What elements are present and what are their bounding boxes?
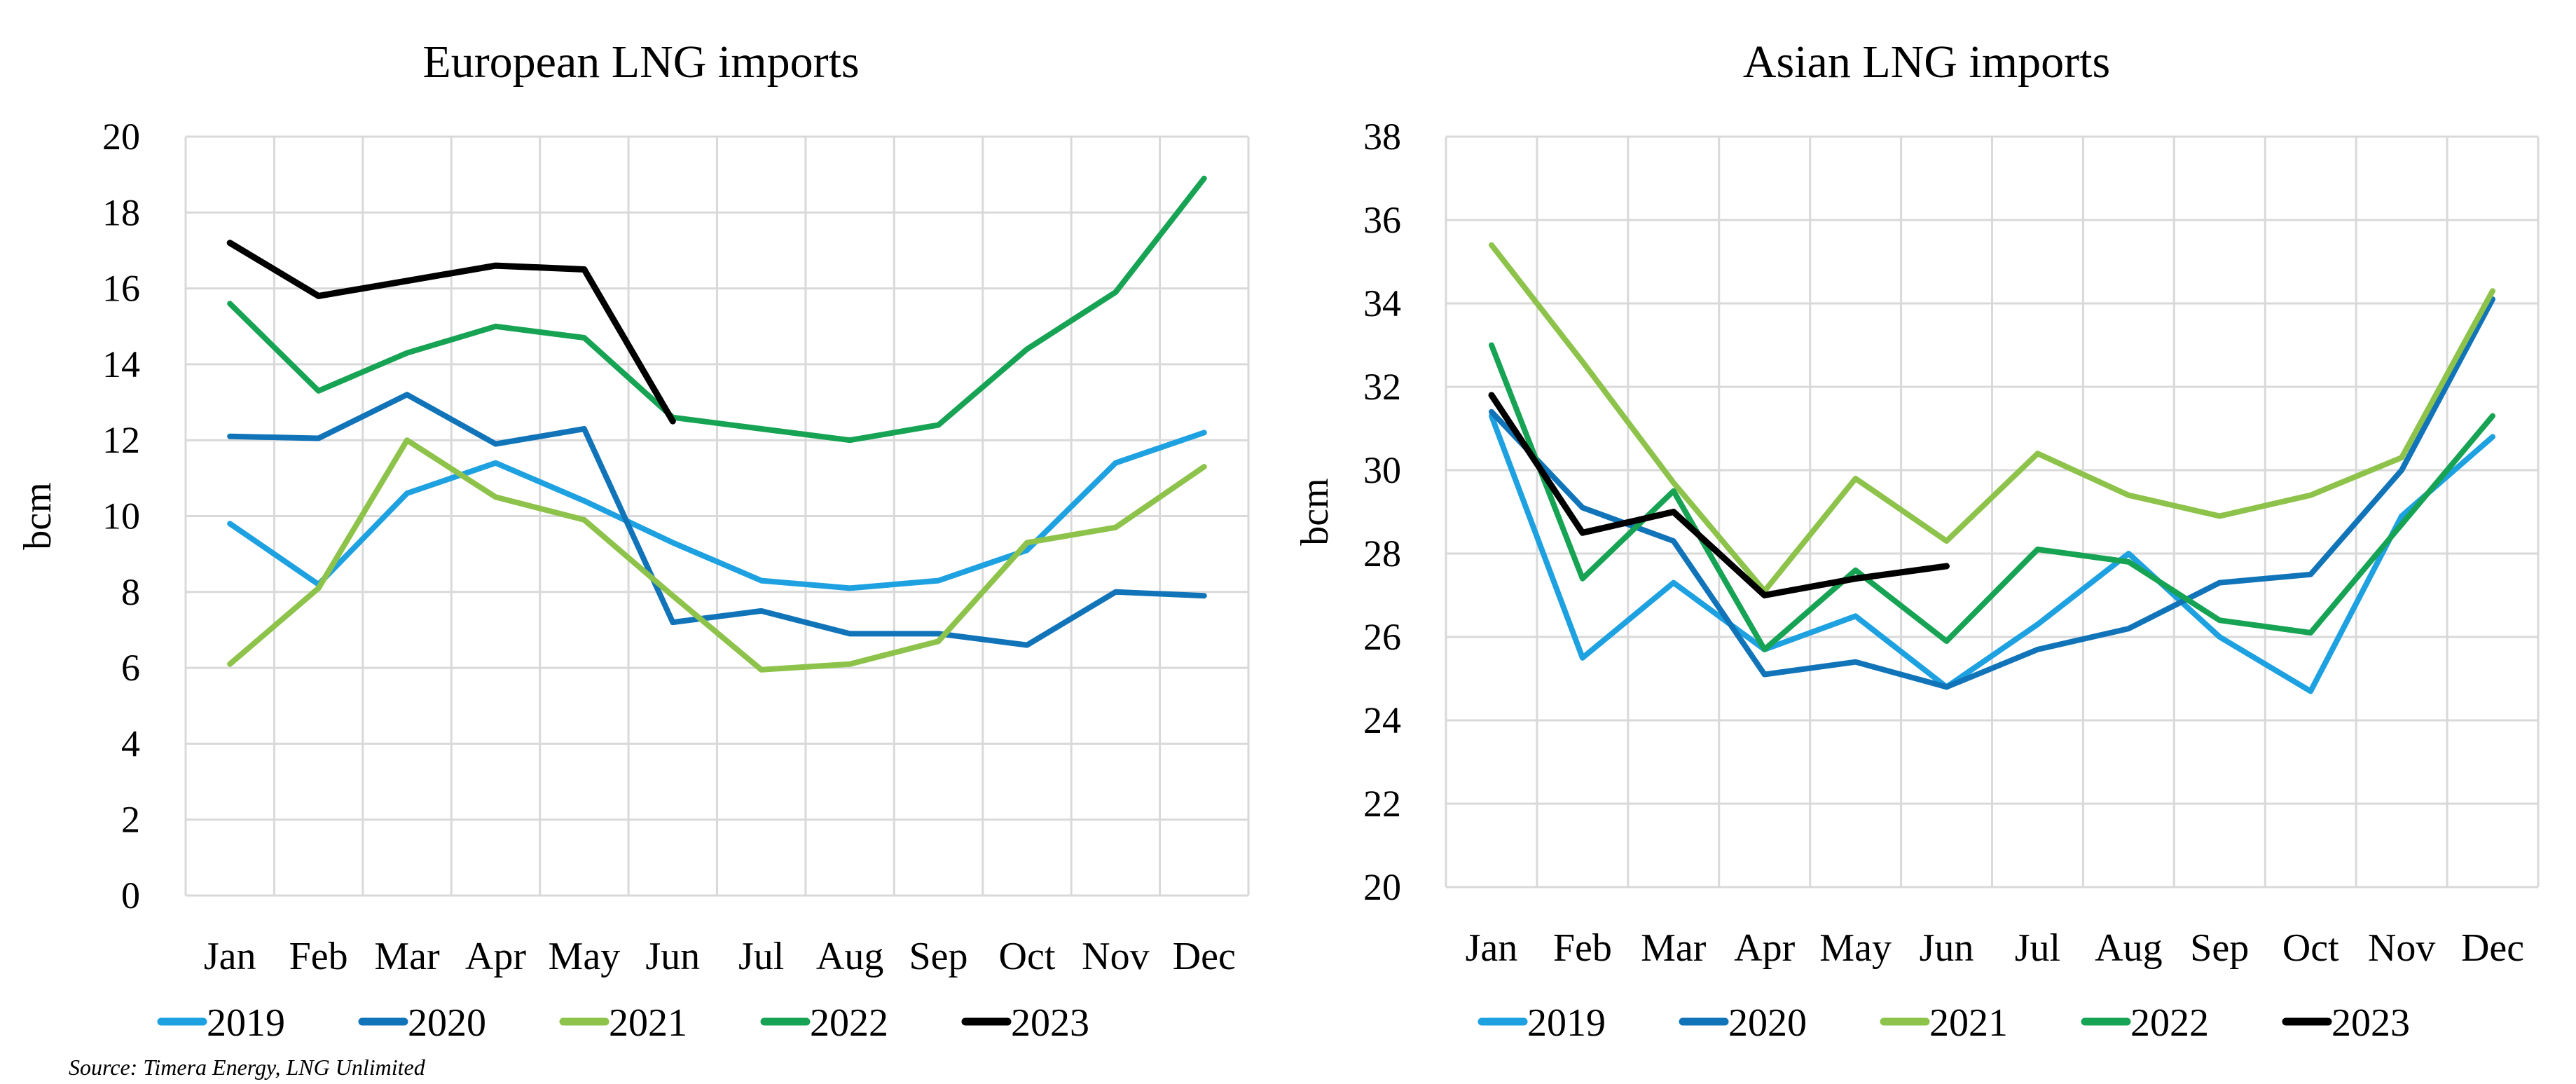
x-tick-label: Apr: [1734, 926, 1795, 970]
legend-label: 2023: [1011, 1001, 1089, 1045]
x-tick-label: Oct: [999, 935, 1056, 978]
y-tick-label: 8: [121, 571, 140, 613]
chart-title: European LNG imports: [422, 36, 859, 88]
x-tick-label: Dec: [1173, 935, 1236, 978]
legend-label: 2022: [810, 1001, 888, 1045]
x-tick-label: Feb: [289, 935, 348, 978]
legend: 2019 2020 2021 2022 2023: [157, 1001, 1089, 1045]
y-tick-label: 6: [121, 647, 140, 689]
x-tick-label: Jul: [738, 935, 784, 978]
x-tick-label: Sep: [909, 935, 968, 978]
legend-label: 2023: [2332, 1001, 2410, 1045]
chart-europe: European LNG imports 0 2 4 6 8 10 12 14 16 18 20 Jan…: [16, 36, 1250, 1045]
legend-item-2023: 2023: [961, 1001, 1089, 1045]
series-line-2022: [1489, 342, 2495, 652]
x-tick-label: Aug: [2095, 926, 2162, 970]
y-tick-label: 28: [1363, 533, 1401, 575]
y-tick-label: 34: [1363, 282, 1401, 324]
y-tick-label: 38: [1363, 116, 1401, 158]
y-tick-label: 18: [102, 191, 140, 233]
y-tick-label: 12: [102, 419, 140, 461]
legend-label: 2019: [1527, 1001, 1606, 1045]
y-tick-label: 0: [121, 874, 140, 917]
legend-item-2020: 2020: [358, 1001, 486, 1045]
legend-item-2022: 2022: [760, 1001, 888, 1045]
y-tick-label: 14: [102, 343, 140, 385]
legend-item-2019: 2019: [1478, 1001, 1606, 1045]
y-tick-label: 2: [121, 799, 140, 841]
x-tick-label: May: [549, 935, 621, 978]
x-tick-label: Mar: [1641, 926, 1707, 970]
legend-item-2020: 2020: [1679, 1001, 1807, 1045]
series-line-2019: [1489, 413, 2495, 694]
x-tick-label: Jun: [645, 935, 700, 978]
legend-item-2019: 2019: [157, 1001, 285, 1045]
y-tick-label: 26: [1363, 616, 1401, 658]
y-tick-label: 10: [102, 495, 140, 537]
y-tick-label: 16: [102, 268, 140, 310]
series-line-2019: [227, 430, 1207, 591]
y-tick-label: 36: [1363, 199, 1401, 241]
series-line-2023: [1488, 392, 1950, 598]
x-tick-label: Aug: [816, 935, 883, 978]
series-line-2020: [1489, 296, 2495, 690]
source-note: Source: Timera Energy, LNG Unlimited: [69, 1055, 426, 1080]
x-tick-label: May: [1819, 926, 1892, 970]
y-axis-label: bcm: [1293, 478, 1337, 545]
chart-title: Asian LNG imports: [1743, 36, 2110, 88]
x-tick-label: Nov: [1082, 935, 1149, 978]
x-tick-label: Jan: [204, 935, 256, 978]
chart-asia: Asian LNG imports20222426283032343638Jan…: [1293, 36, 2540, 1045]
y-axis-label: bcm: [16, 482, 60, 549]
x-tick-label: Apr: [465, 935, 526, 978]
legend: 2019 2020 2021 2022 2023: [1478, 1001, 2410, 1045]
x-tick-label: Jun: [1920, 926, 1974, 970]
y-tick-label: 20: [1363, 866, 1401, 908]
legend-label: 2021: [609, 1001, 687, 1045]
legend-item-2022: 2022: [2081, 1001, 2209, 1045]
y-tick-label: 24: [1363, 699, 1401, 741]
series-line-2023: [226, 240, 676, 425]
y-tick-label: 22: [1363, 783, 1401, 825]
y-tick-label: 32: [1363, 366, 1401, 408]
x-tick-label: Feb: [1553, 926, 1612, 970]
y-tick-label: 30: [1363, 449, 1401, 491]
x-tick-label: Oct: [2282, 926, 2339, 970]
x-tick-label: Jul: [2015, 926, 2060, 970]
y-tick-label: 20: [102, 116, 140, 158]
y-tick-label: 4: [121, 722, 140, 764]
legend-item-2023: 2023: [2282, 1001, 2410, 1045]
legend-label: 2020: [1728, 1001, 1807, 1045]
legend-label: 2022: [2130, 1001, 2209, 1045]
x-tick-label: Sep: [2190, 926, 2249, 970]
legend-label: 2020: [408, 1001, 486, 1045]
series-line-2021: [1489, 242, 2495, 594]
x-tick-label: Jan: [1466, 926, 1518, 970]
x-tick-label: Nov: [2368, 926, 2435, 970]
series-line-2022: [227, 175, 1207, 444]
legend-label: 2019: [207, 1001, 285, 1045]
x-tick-label: Mar: [374, 935, 440, 978]
legend-item-2021: 2021: [1880, 1001, 2008, 1045]
legend-item-2021: 2021: [559, 1001, 687, 1045]
series-line-2021: [227, 437, 1207, 673]
x-tick-label: Dec: [2461, 926, 2524, 970]
series-line-2020: [227, 392, 1207, 648]
legend-label: 2021: [1929, 1001, 2008, 1045]
